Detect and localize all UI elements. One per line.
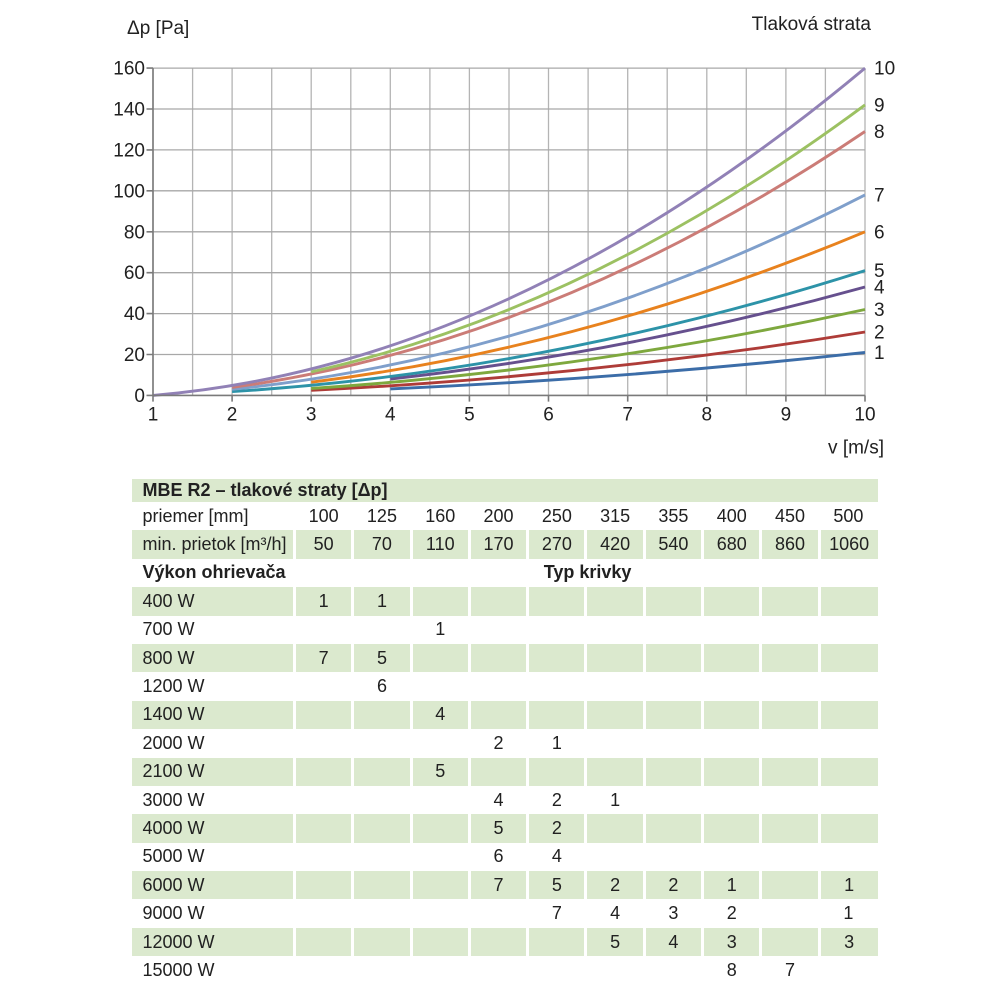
svg-text:5: 5	[464, 405, 475, 426]
svg-text:5: 5	[874, 261, 885, 282]
svg-text:0: 0	[134, 386, 145, 407]
svg-text:100: 100	[113, 181, 145, 202]
svg-text:9: 9	[781, 405, 792, 426]
svg-text:Tlaková strata: Tlaková strata	[752, 14, 872, 35]
svg-text:1: 1	[874, 343, 885, 364]
svg-text:10: 10	[854, 405, 875, 426]
svg-text:1: 1	[148, 405, 159, 426]
svg-text:7: 7	[622, 405, 633, 426]
svg-text:40: 40	[124, 304, 145, 325]
svg-text:6: 6	[543, 405, 554, 426]
svg-text:Δp [Pa]: Δp [Pa]	[127, 18, 189, 39]
svg-text:140: 140	[113, 100, 145, 121]
svg-text:4: 4	[385, 405, 396, 426]
svg-text:2: 2	[227, 405, 238, 426]
svg-text:80: 80	[124, 222, 145, 243]
svg-text:4: 4	[874, 278, 885, 299]
svg-text:3: 3	[306, 405, 317, 426]
svg-text:60: 60	[124, 263, 145, 284]
svg-text:160: 160	[113, 59, 145, 80]
svg-text:3: 3	[874, 300, 885, 321]
svg-text:120: 120	[113, 140, 145, 161]
svg-text:v [m/s]: v [m/s]	[828, 438, 884, 459]
svg-text:10: 10	[874, 59, 895, 80]
svg-text:6: 6	[874, 222, 885, 243]
svg-text:20: 20	[124, 345, 145, 366]
svg-text:7: 7	[874, 185, 885, 206]
svg-text:8: 8	[874, 122, 885, 143]
svg-text:9: 9	[874, 95, 885, 116]
svg-text:2: 2	[874, 323, 885, 344]
svg-text:8: 8	[702, 405, 713, 426]
